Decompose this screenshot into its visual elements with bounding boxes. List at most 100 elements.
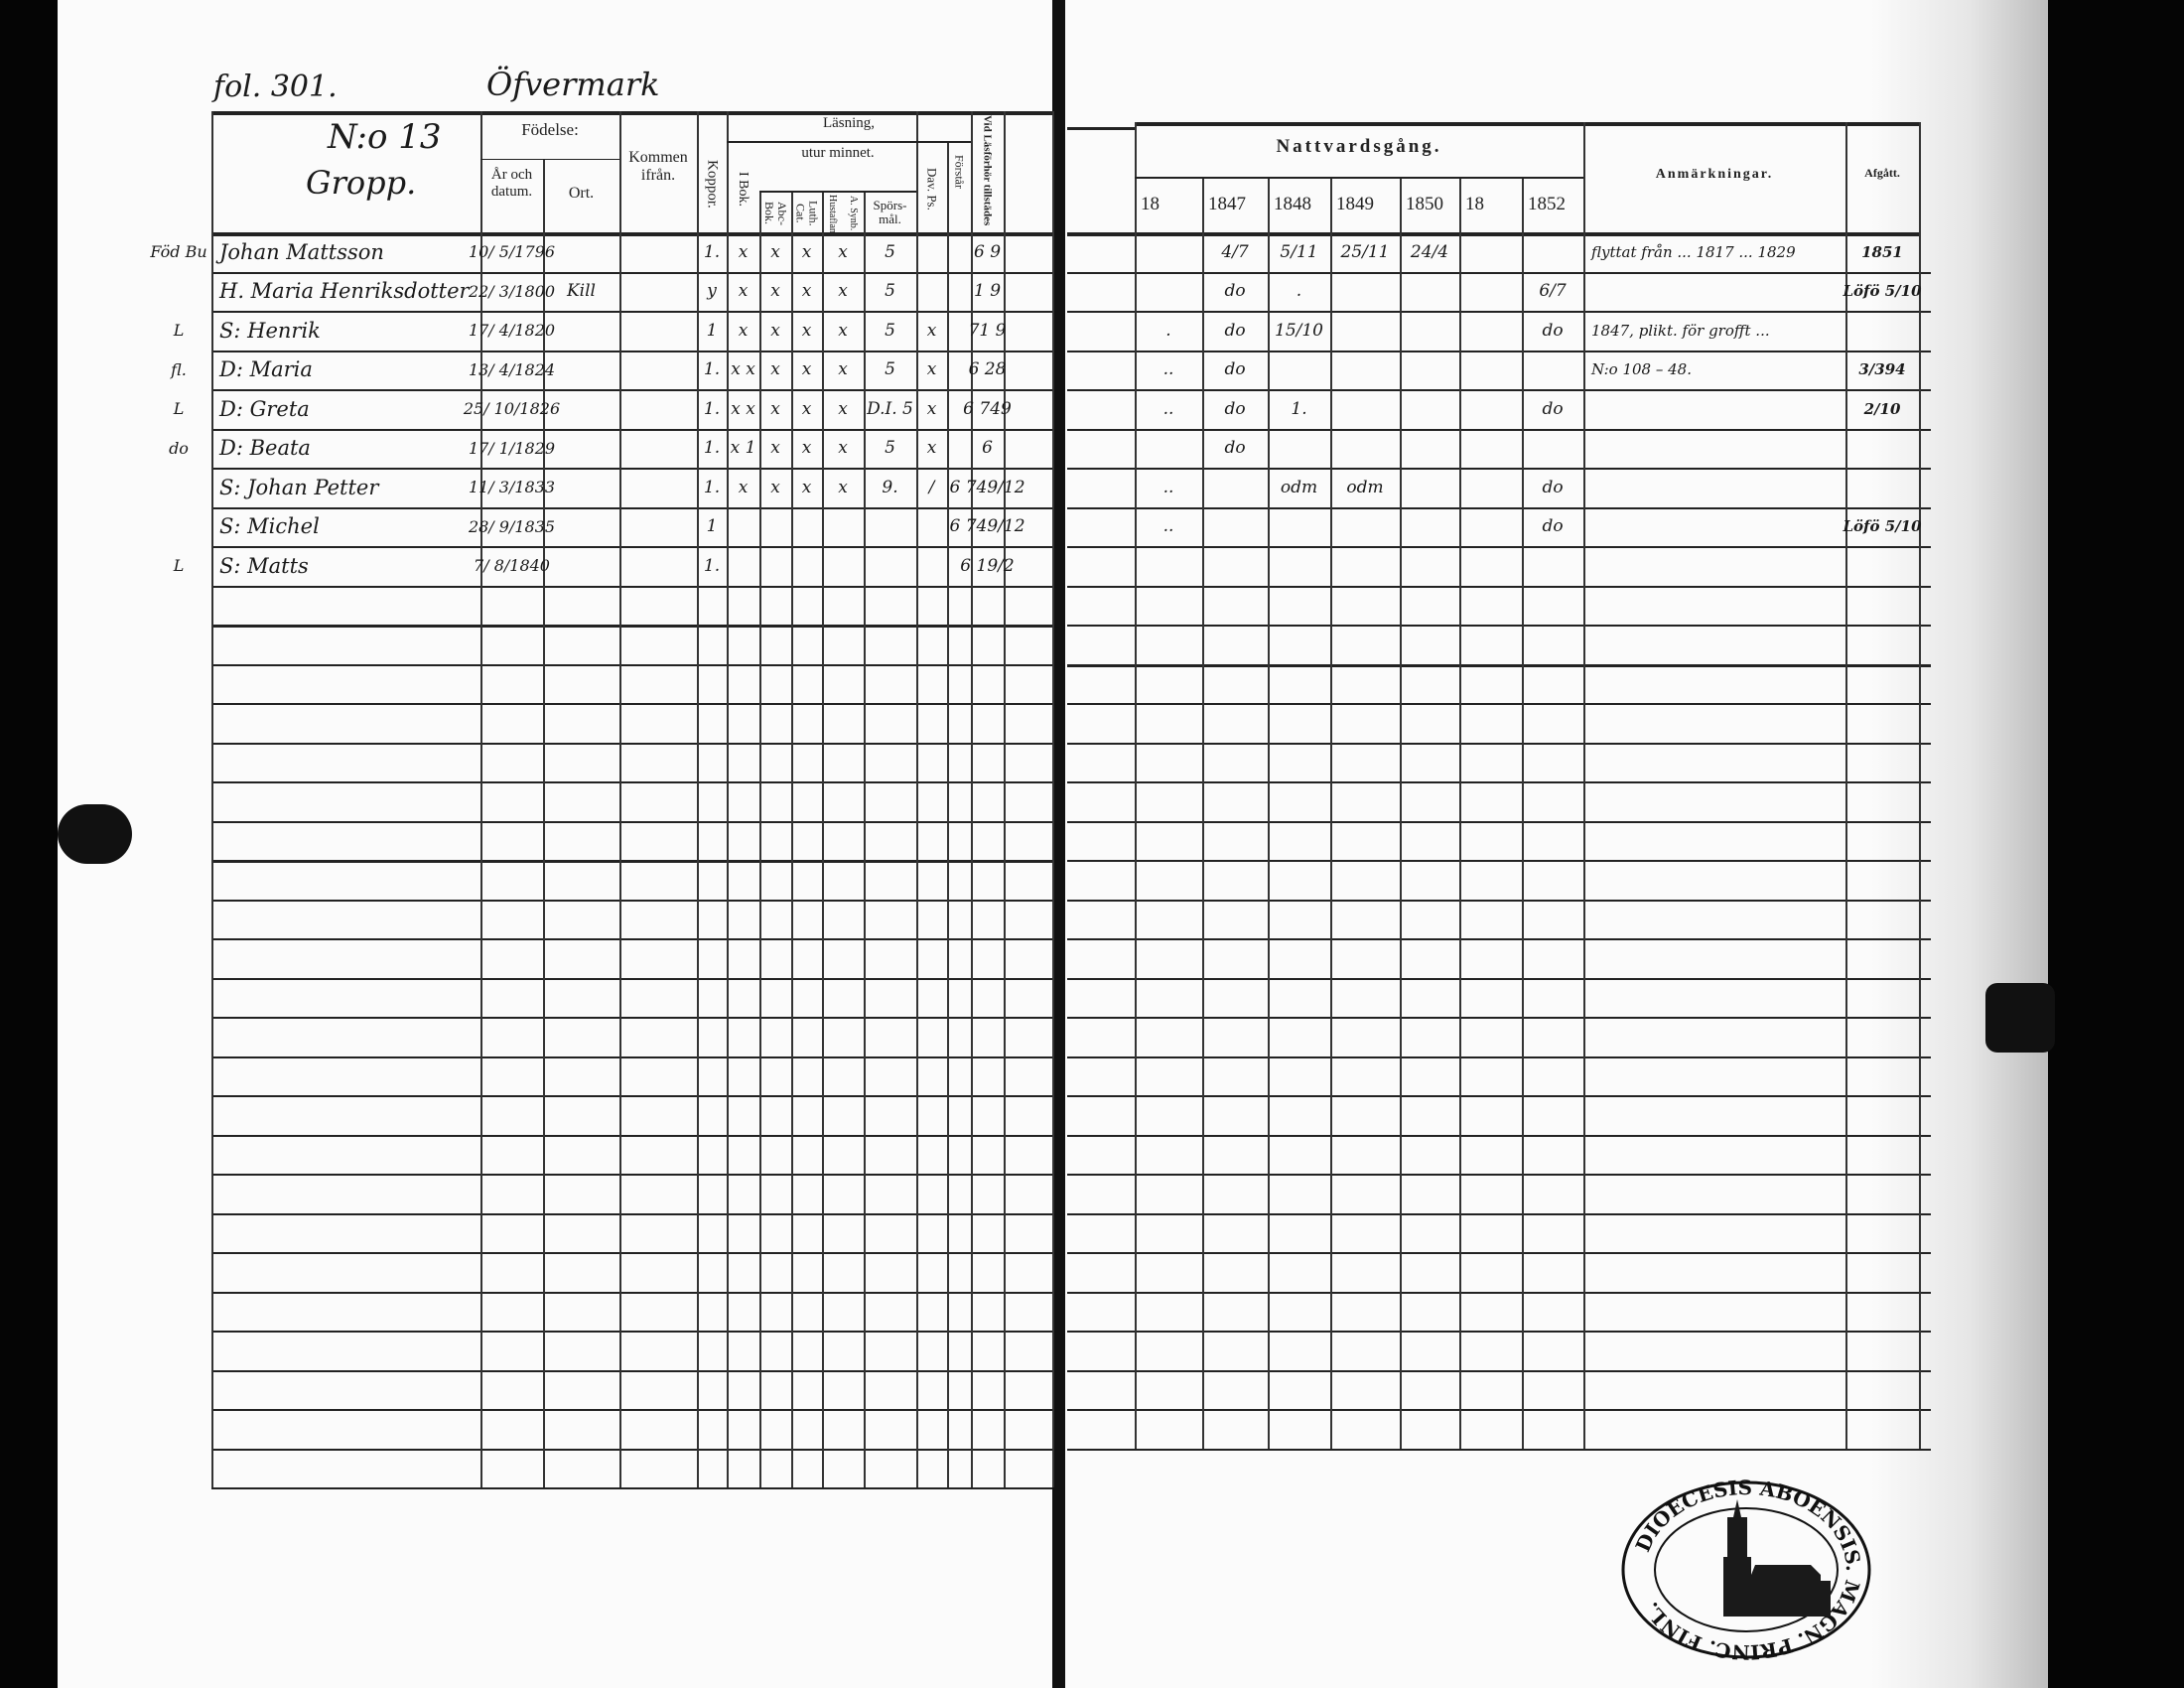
header-lasning: Läsning, <box>822 115 876 131</box>
departure-cell: 3/394 <box>1858 360 1906 379</box>
cell-luth: x <box>801 398 812 419</box>
row-line <box>1067 742 1931 745</box>
row-line <box>211 1095 1052 1097</box>
cell-ort <box>543 429 619 469</box>
communion-cell: odm <box>1346 477 1384 497</box>
row-line <box>1067 1017 1931 1019</box>
communion-cell: do <box>1542 320 1564 341</box>
communion-cell: 6/7 <box>1539 281 1567 302</box>
cell-name: S: Matts <box>219 553 309 578</box>
communion-cell <box>1330 507 1400 547</box>
cell-ort <box>543 311 619 351</box>
header-year: 18 <box>1141 194 1160 214</box>
row-line <box>1067 428 1931 431</box>
cell-vid: 6 749/12 <box>949 477 1025 497</box>
cell-abc <box>759 546 791 586</box>
cell-name: D: Greta <box>219 396 310 421</box>
header-afgatt: Afgått. <box>1864 166 1900 180</box>
header-sub-rule <box>759 191 916 193</box>
row-line <box>211 468 1052 470</box>
house-number: N:o 13 <box>328 117 442 157</box>
cell-dav <box>916 232 947 272</box>
row-line <box>211 977 1052 980</box>
row-line <box>1067 350 1931 352</box>
cell-forstar <box>947 232 971 272</box>
header-year: 1850 <box>1406 194 1443 214</box>
remark-cell <box>1583 272 1853 312</box>
header-nattvardsgang: Nattvardsgång. <box>1276 136 1442 157</box>
cell-ort <box>543 507 619 547</box>
row-line <box>1067 1291 1931 1294</box>
communion-cell: do <box>1224 398 1246 419</box>
cell-i-bok <box>727 507 759 547</box>
header-luth-cat: Luth. Cat. <box>793 201 821 226</box>
header-year: 1849 <box>1336 194 1374 214</box>
row-line <box>1067 703 1931 705</box>
departure-cell: Löfö 5/10 <box>1843 517 1922 536</box>
cell-birth: 17/ 1/1829 <box>468 438 556 458</box>
row-line <box>211 625 1052 628</box>
communion-cell: 4/7 <box>1221 241 1249 262</box>
row-line <box>211 506 1052 509</box>
cell-birth: 17/ 4/1820 <box>468 321 556 341</box>
cell-koppor: 1 <box>706 320 718 341</box>
communion-cell <box>1400 272 1459 312</box>
communion-cell: do <box>1224 320 1246 341</box>
communion-cell: odm <box>1280 477 1318 497</box>
cell-dav <box>916 507 947 547</box>
row-line <box>211 1487 1052 1489</box>
row-line <box>1067 585 1931 588</box>
cell-vid: 6 28 <box>968 359 1007 380</box>
header-anmarkningar: Anmärkningar. <box>1655 167 1774 182</box>
row-line <box>211 1448 1052 1451</box>
header-koppor: Koppor. <box>704 159 721 209</box>
margin-note: L <box>173 399 185 419</box>
cell-kommen <box>619 232 697 272</box>
row-line <box>211 1409 1052 1411</box>
cell-hustaflan: x <box>838 359 848 380</box>
cell-kommen <box>619 468 697 507</box>
communion-cell <box>1400 351 1459 390</box>
header-dav-ps: Dav. Ps. <box>924 167 940 211</box>
cell-hustaflan: x <box>838 477 848 497</box>
communion-cell <box>1400 429 1459 469</box>
cell-dav: x <box>926 320 937 341</box>
row-line <box>1067 1331 1931 1333</box>
row-line <box>211 350 1052 352</box>
row-line <box>211 1055 1052 1058</box>
communion-cell <box>1459 546 1522 586</box>
communion-cell: do <box>1224 438 1246 459</box>
cell-hustaflan: x <box>838 438 848 459</box>
header-hustaflan: Hustaflan <box>827 194 838 233</box>
header-vid-lasforhor: Vid Läsförhör tillstädes <box>981 115 994 226</box>
cell-i-bok: x <box>738 477 749 497</box>
row-line <box>1067 899 1931 902</box>
header-year: 1847 <box>1208 194 1246 214</box>
cell-forstar <box>947 351 971 390</box>
cell-abc: x <box>770 281 780 302</box>
header-i-bok: I Bok. <box>736 171 751 207</box>
communion-cell <box>1400 468 1459 507</box>
communion-cell <box>1522 546 1583 586</box>
cell-vid: 6 <box>982 438 993 459</box>
book-gutter <box>1052 0 1065 1688</box>
communion-cell <box>1459 351 1522 390</box>
cell-sporsmal <box>864 507 916 547</box>
column-line <box>1330 177 1332 1449</box>
cell-koppor: 1. <box>703 555 721 576</box>
row-line <box>1067 506 1931 509</box>
communion-cell: 15/10 <box>1275 320 1323 341</box>
row-line <box>1067 1095 1931 1097</box>
column-line <box>1845 122 1847 1449</box>
cell-name: D: Beata <box>219 436 311 461</box>
communion-cell <box>1522 232 1583 272</box>
cell-vid: 71 9 <box>968 320 1007 341</box>
cell-vid: 6 749 <box>963 398 1012 419</box>
cell-koppor: 1 <box>706 516 718 537</box>
communion-cell <box>1459 272 1522 312</box>
margin-note <box>149 507 208 547</box>
cell-hustaflan: x <box>838 398 848 419</box>
communion-cell: . <box>1296 281 1302 302</box>
communion-cell <box>1330 272 1400 312</box>
cell-kommen <box>619 507 697 547</box>
